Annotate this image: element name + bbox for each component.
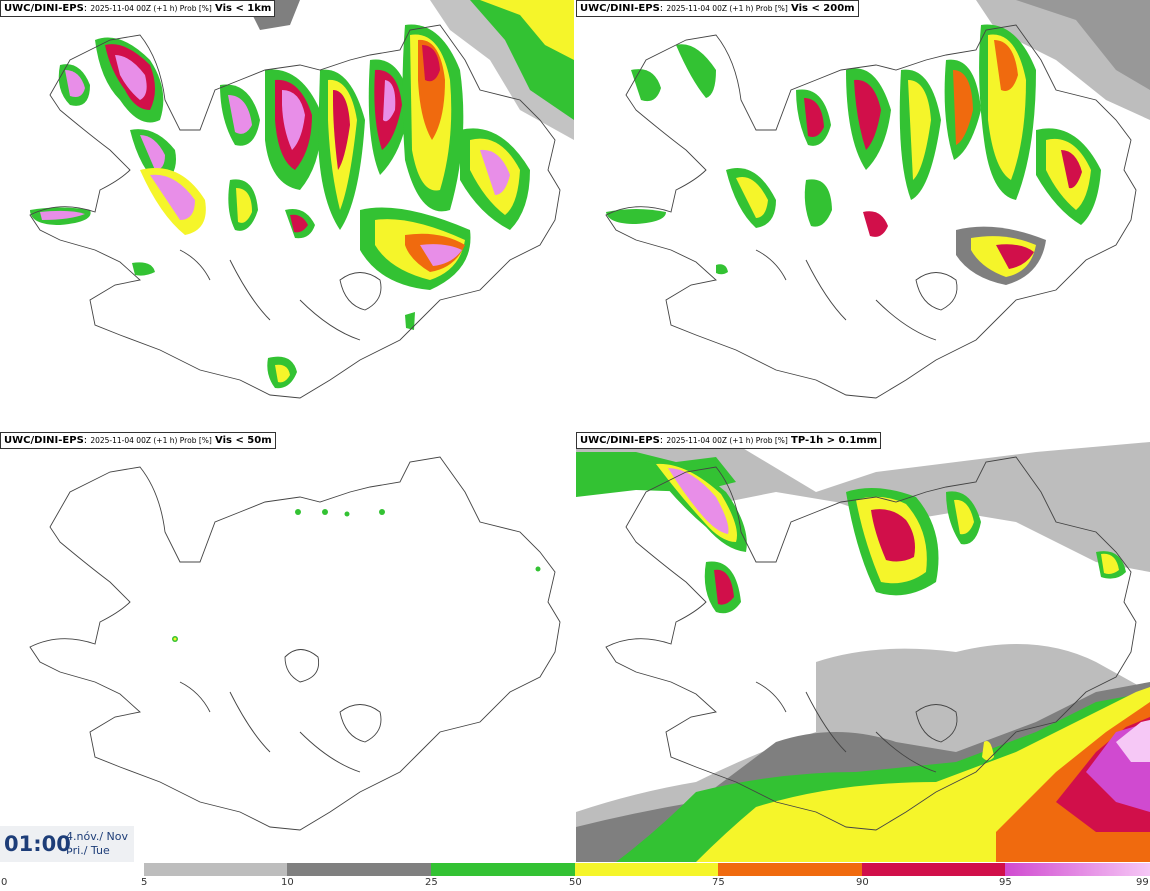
colorbar-tick: 5 [141, 877, 148, 888]
map-vis-1km [29, 0, 574, 399]
map-panel-vis-50m: UWC/DINI-EPS: 2025-11-04 00Z (+1 h) Prob… [0, 432, 574, 862]
run-info: 2025-11-04 00Z (+1 h) Prob [%] [90, 4, 212, 13]
prob-field [576, 432, 1150, 862]
colorbar-tick: 0 [1, 877, 8, 888]
panel-header: UWC/DINI-EPS: 2025-11-04 00Z (+1 h) Prob… [576, 0, 859, 17]
colorbar-tick: 90 [856, 877, 869, 888]
colorbar-segment-50-75 [575, 863, 718, 876]
colorbar-tick: 25 [425, 877, 438, 888]
iceland-outline [605, 456, 1137, 831]
run-info: 2025-11-04 00Z (+1 h) Prob [%] [666, 4, 788, 13]
map-panel-vis-1km: UWC/DINI-EPS: 2025-11-04 00Z (+1 h) Prob… [0, 0, 574, 430]
iceland-outline [29, 456, 561, 831]
valid-time: 01:00 [4, 832, 71, 856]
model-name: UWC/DINI-EPS [4, 435, 84, 446]
variable-label: TP-1h > 0.1mm [791, 435, 878, 446]
colorbar-segment-95-99 [1005, 863, 1150, 876]
map-tp-1h [576, 432, 1150, 862]
colorbar-segment-10-25 [287, 863, 431, 876]
colorbar-tick: 95 [999, 877, 1012, 888]
iceland-outline [605, 24, 1137, 399]
map-vis-200m [605, 0, 1150, 399]
probability-colorbar: 0 5 10 25 50 75 90 95 99 [0, 863, 1150, 891]
colorbar-tick: 50 [569, 877, 582, 888]
run-info: 2025-11-04 00Z (+1 h) Prob [%] [90, 436, 212, 445]
colorbar-tick: 75 [712, 877, 725, 888]
colorbar-segment-5-10 [144, 863, 287, 876]
colorbar-segment-25-50 [431, 863, 575, 876]
valid-day-line: Þri./ Tue [66, 844, 110, 857]
colorbar-segment-90-95 [862, 863, 1005, 876]
map-vis-50m [29, 456, 561, 831]
model-name: UWC/DINI-EPS [580, 3, 660, 14]
panel-header: UWC/DINI-EPS: 2025-11-04 00Z (+1 h) Prob… [576, 432, 882, 449]
variable-label: Vis < 200m [791, 3, 855, 14]
model-name: UWC/DINI-EPS [580, 435, 660, 446]
model-name: UWC/DINI-EPS [4, 3, 84, 14]
map-panel-vis-200m: UWC/DINI-EPS: 2025-11-04 00Z (+1 h) Prob… [576, 0, 1150, 430]
panel-header: UWC/DINI-EPS: 2025-11-04 00Z (+1 h) Prob… [0, 0, 276, 17]
colorbar-segment-75-90 [718, 863, 862, 876]
variable-label: Vis < 1km [215, 3, 272, 14]
variable-label: Vis < 50m [215, 435, 272, 446]
prob-field [606, 0, 1150, 285]
valid-date: 4.nóv./ Nov Þri./ Tue [66, 830, 128, 858]
prob-field [30, 0, 574, 389]
prob-field [172, 509, 541, 642]
valid-date-line: 4.nóv./ Nov [66, 830, 129, 843]
colorbar-tick: 99 [1136, 877, 1149, 888]
valid-time-box: 01:00 4.nóv./ Nov Þri./ Tue [0, 826, 134, 862]
colorbar-tick: 10 [281, 877, 294, 888]
run-info: 2025-11-04 00Z (+1 h) Prob [%] [666, 436, 788, 445]
iceland-outline [29, 24, 561, 399]
map-panel-tp-1h: UWC/DINI-EPS: 2025-11-04 00Z (+1 h) Prob… [576, 432, 1150, 862]
panel-header: UWC/DINI-EPS: 2025-11-04 00Z (+1 h) Prob… [0, 432, 276, 449]
